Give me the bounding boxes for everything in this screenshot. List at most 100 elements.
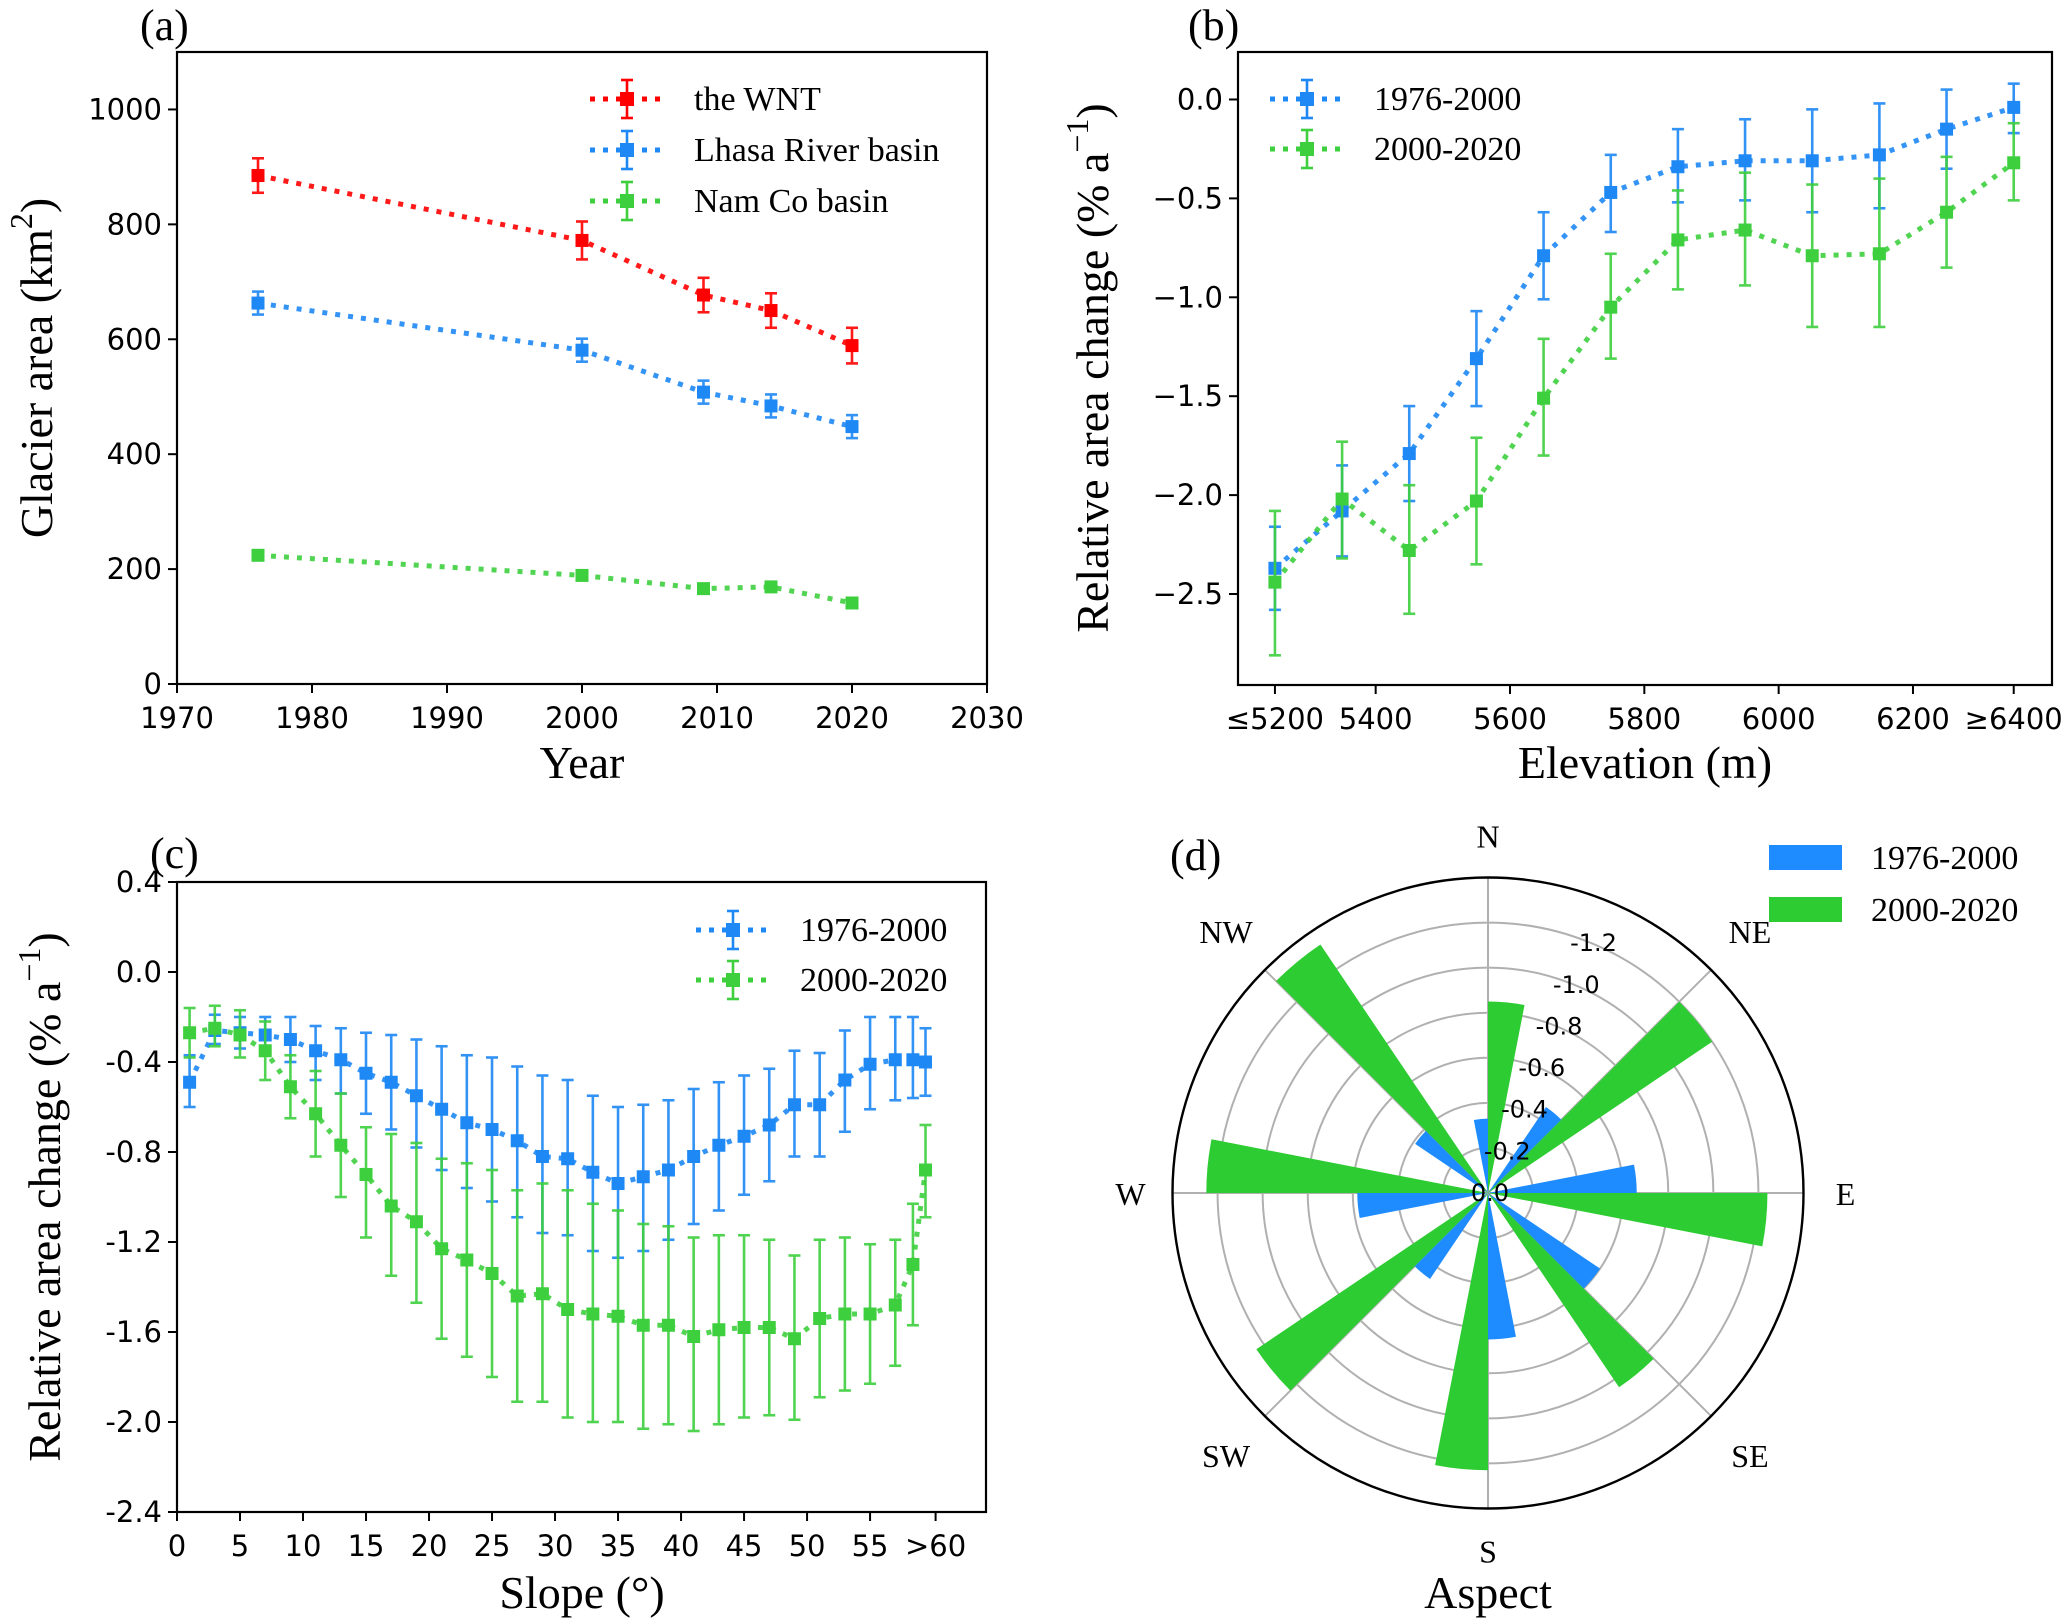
y-tick-label: 1000 (88, 92, 162, 126)
data-point (535, 1287, 549, 1301)
data-point (919, 1055, 933, 1069)
panel-a-ylabel-end: ) (11, 198, 62, 213)
data-point (1335, 492, 1349, 506)
data-point (845, 596, 859, 610)
x-tick-label: 40 (663, 1529, 700, 1563)
rose-bar-nw (1415, 1130, 1488, 1193)
rose-bar-s (1435, 1193, 1488, 1471)
data-point (863, 1307, 877, 1321)
data-point (697, 288, 710, 302)
legend-item: Lhasa River basin (590, 129, 940, 171)
data-point (661, 1318, 675, 1332)
compass-label-e: E (1836, 1176, 1856, 1212)
data-point (561, 1303, 575, 1316)
series-2000-2020 (183, 1004, 933, 1433)
data-point (687, 1150, 701, 1163)
panel-d-rose: 0.0 -0.2 -0.4 -0.6 -0.8 -1.0 -1.2 N NE E SE S SW W NW (1115, 819, 1855, 1570)
data-point (697, 582, 710, 596)
data-point (1469, 494, 1483, 508)
data-point (510, 1289, 524, 1303)
data-point (575, 568, 589, 582)
data-point (764, 580, 778, 594)
data-point (575, 343, 589, 357)
radial-tick-label: -1.0 (1553, 971, 1600, 999)
data-point (636, 1170, 650, 1184)
data-point (845, 420, 859, 434)
compass-label-se: SE (1731, 1438, 1768, 1474)
data-point (183, 1026, 197, 1040)
rose-bar-sw (1256, 1193, 1488, 1391)
data-point (1604, 300, 1618, 314)
data-point (661, 1163, 675, 1177)
legend-label: 1976-2000 (1374, 81, 1521, 118)
data-point (460, 1253, 474, 1267)
legend-label: Nam Co basin (694, 183, 889, 220)
legend-item: 2000-2020 (1270, 128, 1521, 170)
data-point (737, 1321, 751, 1334)
rose-bar-e (1488, 1193, 1768, 1247)
panel-label-c: (c) (150, 829, 199, 878)
radial-tick-label: -1.2 (1570, 929, 1617, 957)
y-tick-label: 800 (107, 207, 162, 241)
data-point (863, 1057, 877, 1071)
data-point (251, 548, 265, 562)
rose-bar-se (1488, 1193, 1654, 1388)
data-point (687, 1330, 701, 1343)
data-point (787, 1332, 801, 1346)
y-tick-label: -1.2 (105, 1225, 162, 1259)
data-point (1805, 249, 1819, 263)
x-tick-label: 1990 (410, 701, 484, 735)
x-tick-label: 50 (789, 1529, 826, 1563)
panel-label-a: (a) (140, 1, 189, 50)
data-point (611, 1309, 625, 1323)
x-tick-label: ≥6400 (1965, 702, 2063, 736)
data-point (611, 1177, 625, 1190)
data-point (359, 1168, 373, 1181)
legend-label: the WNT (694, 81, 821, 118)
legend-label: 2000-2020 (1871, 892, 2018, 929)
panel-d-aspect-rose: (d) 0.0 -0.2 -0.4 -0.6 -0.8 -1.0 -1.2 N NE E SE S SW… (1115, 819, 2018, 1619)
data-point (1940, 205, 1954, 219)
panel-b-elevation: (b) ≤5200 5400 5600 5800 6000 6200 ≥6400 0.0 −0.… (1059, 1, 2063, 788)
data-point (510, 1134, 524, 1148)
data-point (251, 296, 265, 310)
legend-label: 1976-2000 (1871, 840, 2018, 877)
x-tick-label: 5800 (1607, 702, 1681, 736)
series-line (1273, 105, 2015, 571)
data-point (460, 1116, 474, 1130)
panel-c-legend: 1976-2000 2000-2020 (696, 909, 947, 1001)
data-point (712, 1138, 726, 1152)
x-tick-label: 6200 (1876, 702, 1950, 736)
series-nam-co-basin (251, 548, 859, 610)
panel-b-marks (1268, 82, 2021, 657)
data-point (1738, 223, 1752, 237)
polar-frame (1171, 876, 1805, 1510)
x-tick-label: 45 (726, 1529, 763, 1563)
legend-label: 1976-2000 (800, 912, 947, 949)
data-point (813, 1312, 827, 1325)
panel-a-ylabel-main: Glacier area (km (11, 229, 62, 538)
radial-tick-label: -0.2 (1484, 1137, 1531, 1165)
data-point (764, 399, 778, 413)
legend-swatch (1769, 845, 1842, 870)
data-point (1805, 154, 1819, 168)
radial-tick-label: 0.0 (1471, 1179, 1509, 1207)
data-point (813, 1098, 827, 1112)
rose-bar-w (1357, 1193, 1488, 1218)
rose-bar-sw (1414, 1193, 1488, 1279)
x-tick-label: 0 (168, 1529, 186, 1563)
rose-bar-se (1488, 1193, 1601, 1289)
x-tick-label: 30 (537, 1529, 574, 1563)
legend-item: 1976-2000 (696, 909, 947, 951)
series-the-wnt (251, 156, 859, 365)
data-point (575, 233, 589, 247)
data-point (1671, 233, 1685, 247)
legend-item: 2000-2020 (696, 959, 947, 1001)
x-tick-label: 2020 (815, 701, 889, 735)
y-tick-label: 0.0 (1177, 82, 1223, 116)
panel-c-marks (183, 1004, 933, 1433)
series-2000-2020 (1268, 121, 2021, 657)
x-tick-label: 20 (411, 1529, 448, 1563)
legend-item: 1976-2000 (1270, 78, 1521, 120)
x-tick-label: 5400 (1339, 702, 1413, 736)
